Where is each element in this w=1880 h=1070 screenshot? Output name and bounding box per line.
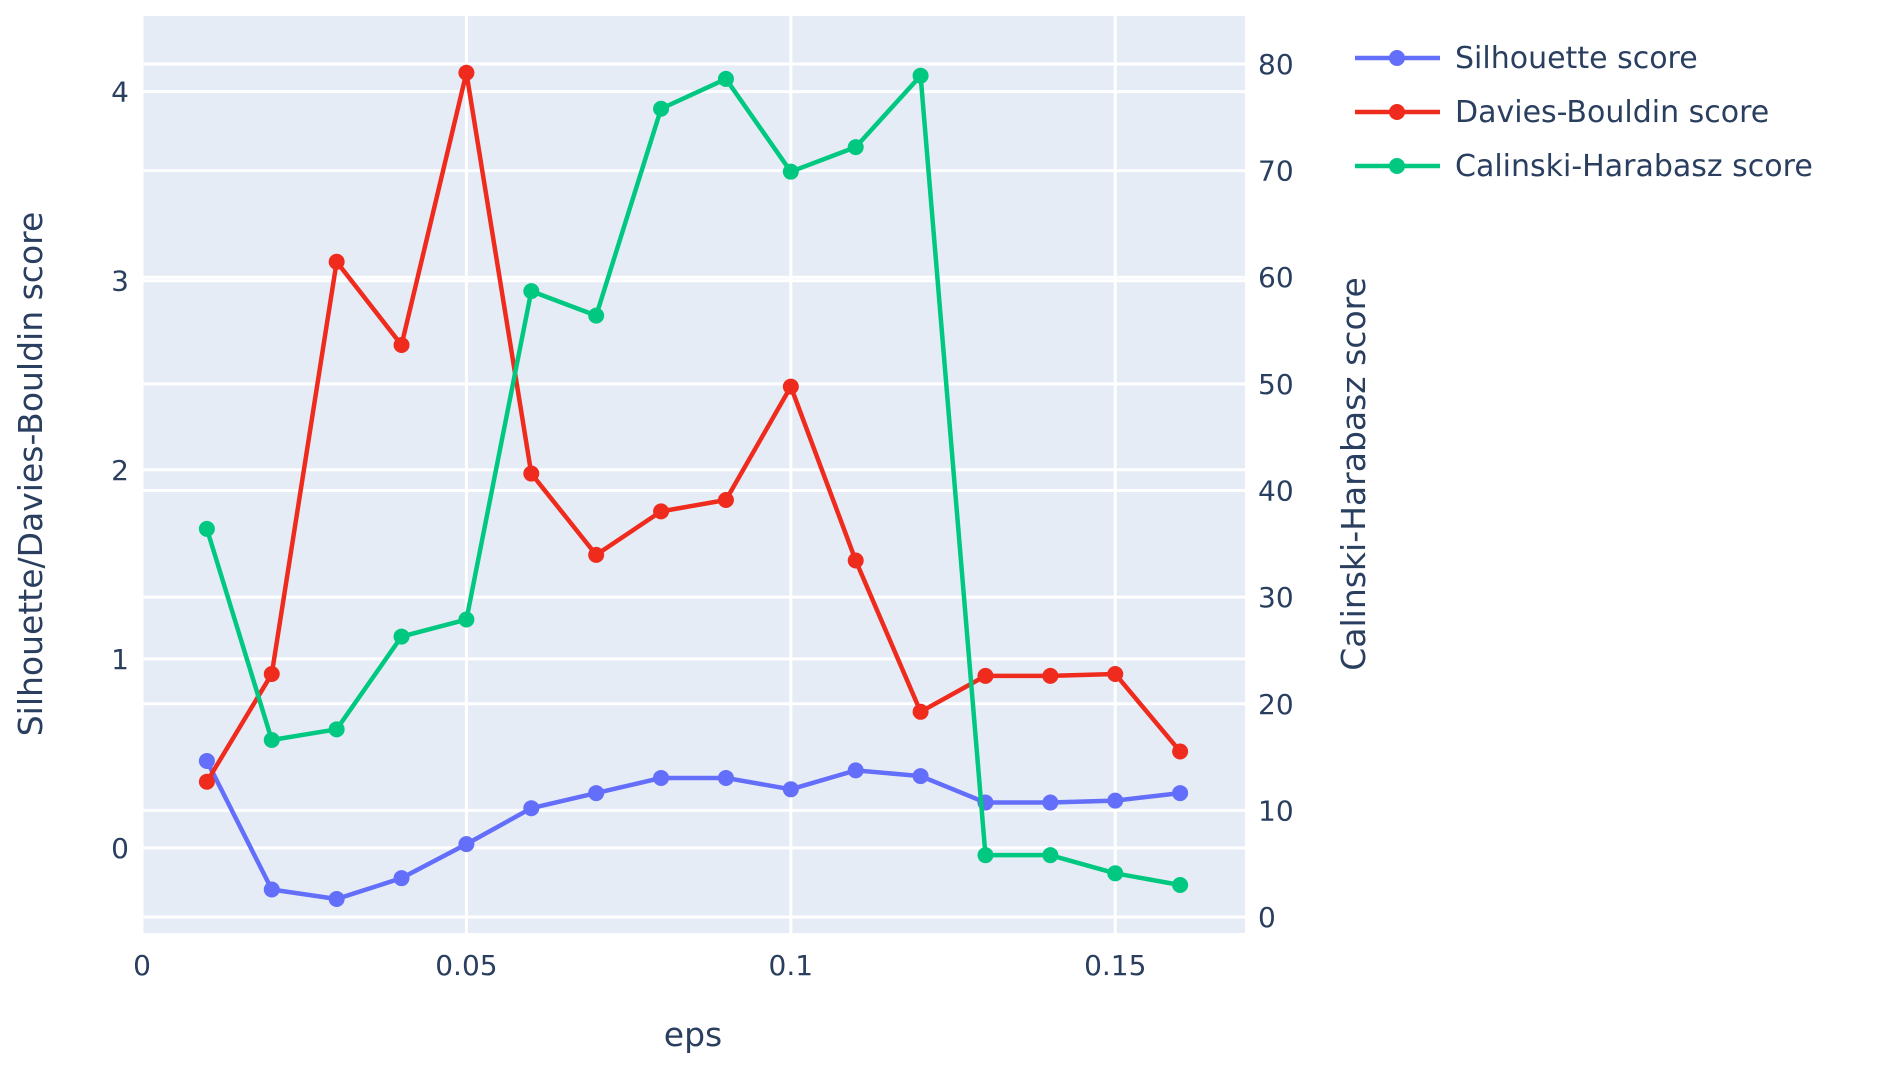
y-tick-label: 0 <box>111 832 129 865</box>
legend-label: Calinski-Harabasz score <box>1455 149 1813 184</box>
y2-tick-label: 60 <box>1258 261 1294 294</box>
silhouette-score-point <box>782 781 799 798</box>
silhouette-score-point <box>523 800 540 817</box>
calinski-harabasz-score-point <box>1172 877 1189 894</box>
grid <box>140 16 1245 933</box>
y-tick-label: 3 <box>111 265 129 298</box>
y2-tick-label: 30 <box>1258 581 1294 614</box>
silhouette-score-point <box>847 762 864 779</box>
calinski-harabasz-score-point <box>523 283 540 300</box>
silhouette-score-point <box>912 768 929 785</box>
calinski-harabasz-score-point <box>458 611 475 628</box>
silhouette-score-point <box>588 785 605 802</box>
y2-tick-label: 10 <box>1258 794 1294 827</box>
davies-bouldin-score-point <box>328 253 345 270</box>
davies-bouldin-score-point <box>912 703 929 720</box>
calinski-harabasz-score-point <box>653 100 670 117</box>
y2-tick-label: 80 <box>1258 48 1294 81</box>
y2-tick-label: 20 <box>1258 688 1294 721</box>
davies-bouldin-score-point <box>977 667 994 684</box>
silhouette-score-point <box>263 881 280 898</box>
silhouette-score-point <box>1172 785 1189 802</box>
davies-bouldin-score-point <box>1042 667 1059 684</box>
x-axis-title: eps <box>664 1015 722 1054</box>
y2-tick-label: 50 <box>1258 368 1294 401</box>
davies-bouldin-score-point <box>263 665 280 682</box>
legend-swatch-marker <box>1389 50 1405 66</box>
silhouette-score-point <box>198 752 215 769</box>
silhouette-score-point <box>393 870 410 887</box>
silhouette-score-point <box>717 769 734 786</box>
silhouette-score-point <box>458 836 475 853</box>
davies-bouldin-score-point <box>198 773 215 790</box>
legend-swatch-marker <box>1389 158 1405 174</box>
silhouette-score-point <box>1107 792 1124 809</box>
x-tick-label: 0.05 <box>435 949 497 982</box>
davies-bouldin-score-point <box>847 552 864 569</box>
calinski-harabasz-score-point <box>263 732 280 749</box>
y2-tick-label: 70 <box>1258 155 1294 188</box>
davies-bouldin-score-point <box>523 465 540 482</box>
calinski-harabasz-score-point <box>1042 847 1059 864</box>
silhouette-score-point <box>328 890 345 907</box>
calinski-harabasz-score-point <box>1107 865 1124 882</box>
calinski-harabasz-score-point <box>198 520 215 537</box>
davies-bouldin-score-point <box>717 492 734 509</box>
calinski-harabasz-score-point <box>588 307 605 324</box>
legend: Silhouette score Davies-Bouldin score Cali… <box>1355 41 1813 184</box>
davies-bouldin-score-line <box>204 70 1183 784</box>
series-layer <box>198 64 1189 907</box>
calinski-harabasz-score-point <box>328 721 345 738</box>
x-tick-label: 0.15 <box>1084 949 1146 982</box>
calinski-harabasz-score-point <box>782 163 799 180</box>
davies-bouldin-score-point <box>1172 743 1189 760</box>
davies-bouldin-score-point <box>1107 665 1124 682</box>
x-tick-label: 0 <box>133 949 151 982</box>
y2-tick-label: 0 <box>1258 901 1276 934</box>
plot-background <box>142 16 1245 933</box>
davies-bouldin-score-point <box>653 503 670 520</box>
calinski-harabasz-score-point <box>393 628 410 645</box>
legend-label: Silhouette score <box>1455 41 1698 76</box>
silhouette-score-point <box>653 769 670 786</box>
y2-tick-label: 40 <box>1258 474 1294 507</box>
silhouette-score-line <box>204 758 1183 902</box>
y-tick-label: 2 <box>111 454 129 487</box>
davies-bouldin-score-point <box>458 64 475 81</box>
legend-label: Davies-Bouldin score <box>1455 95 1769 130</box>
calinski-harabasz-score-point <box>977 847 994 864</box>
calinski-harabasz-score-line <box>204 73 1183 888</box>
davies-bouldin-score-point <box>588 546 605 563</box>
calinski-harabasz-score-point <box>717 70 734 87</box>
y-tick-label: 1 <box>111 643 129 676</box>
y2-axis-title: Calinski-Harabasz score <box>1334 277 1373 671</box>
calinski-harabasz-score-point <box>912 67 929 84</box>
calinski-harabasz-score-point <box>847 139 864 156</box>
davies-bouldin-score-point <box>782 378 799 395</box>
y-axis-title: Silhouette/Davies-Bouldin score <box>11 212 50 737</box>
legend-swatch-marker <box>1389 104 1405 120</box>
y-tick-label: 4 <box>111 76 129 109</box>
silhouette-score-point <box>1042 794 1059 811</box>
davies-bouldin-score-point <box>393 336 410 353</box>
x-tick-label: 0.1 <box>769 949 814 982</box>
